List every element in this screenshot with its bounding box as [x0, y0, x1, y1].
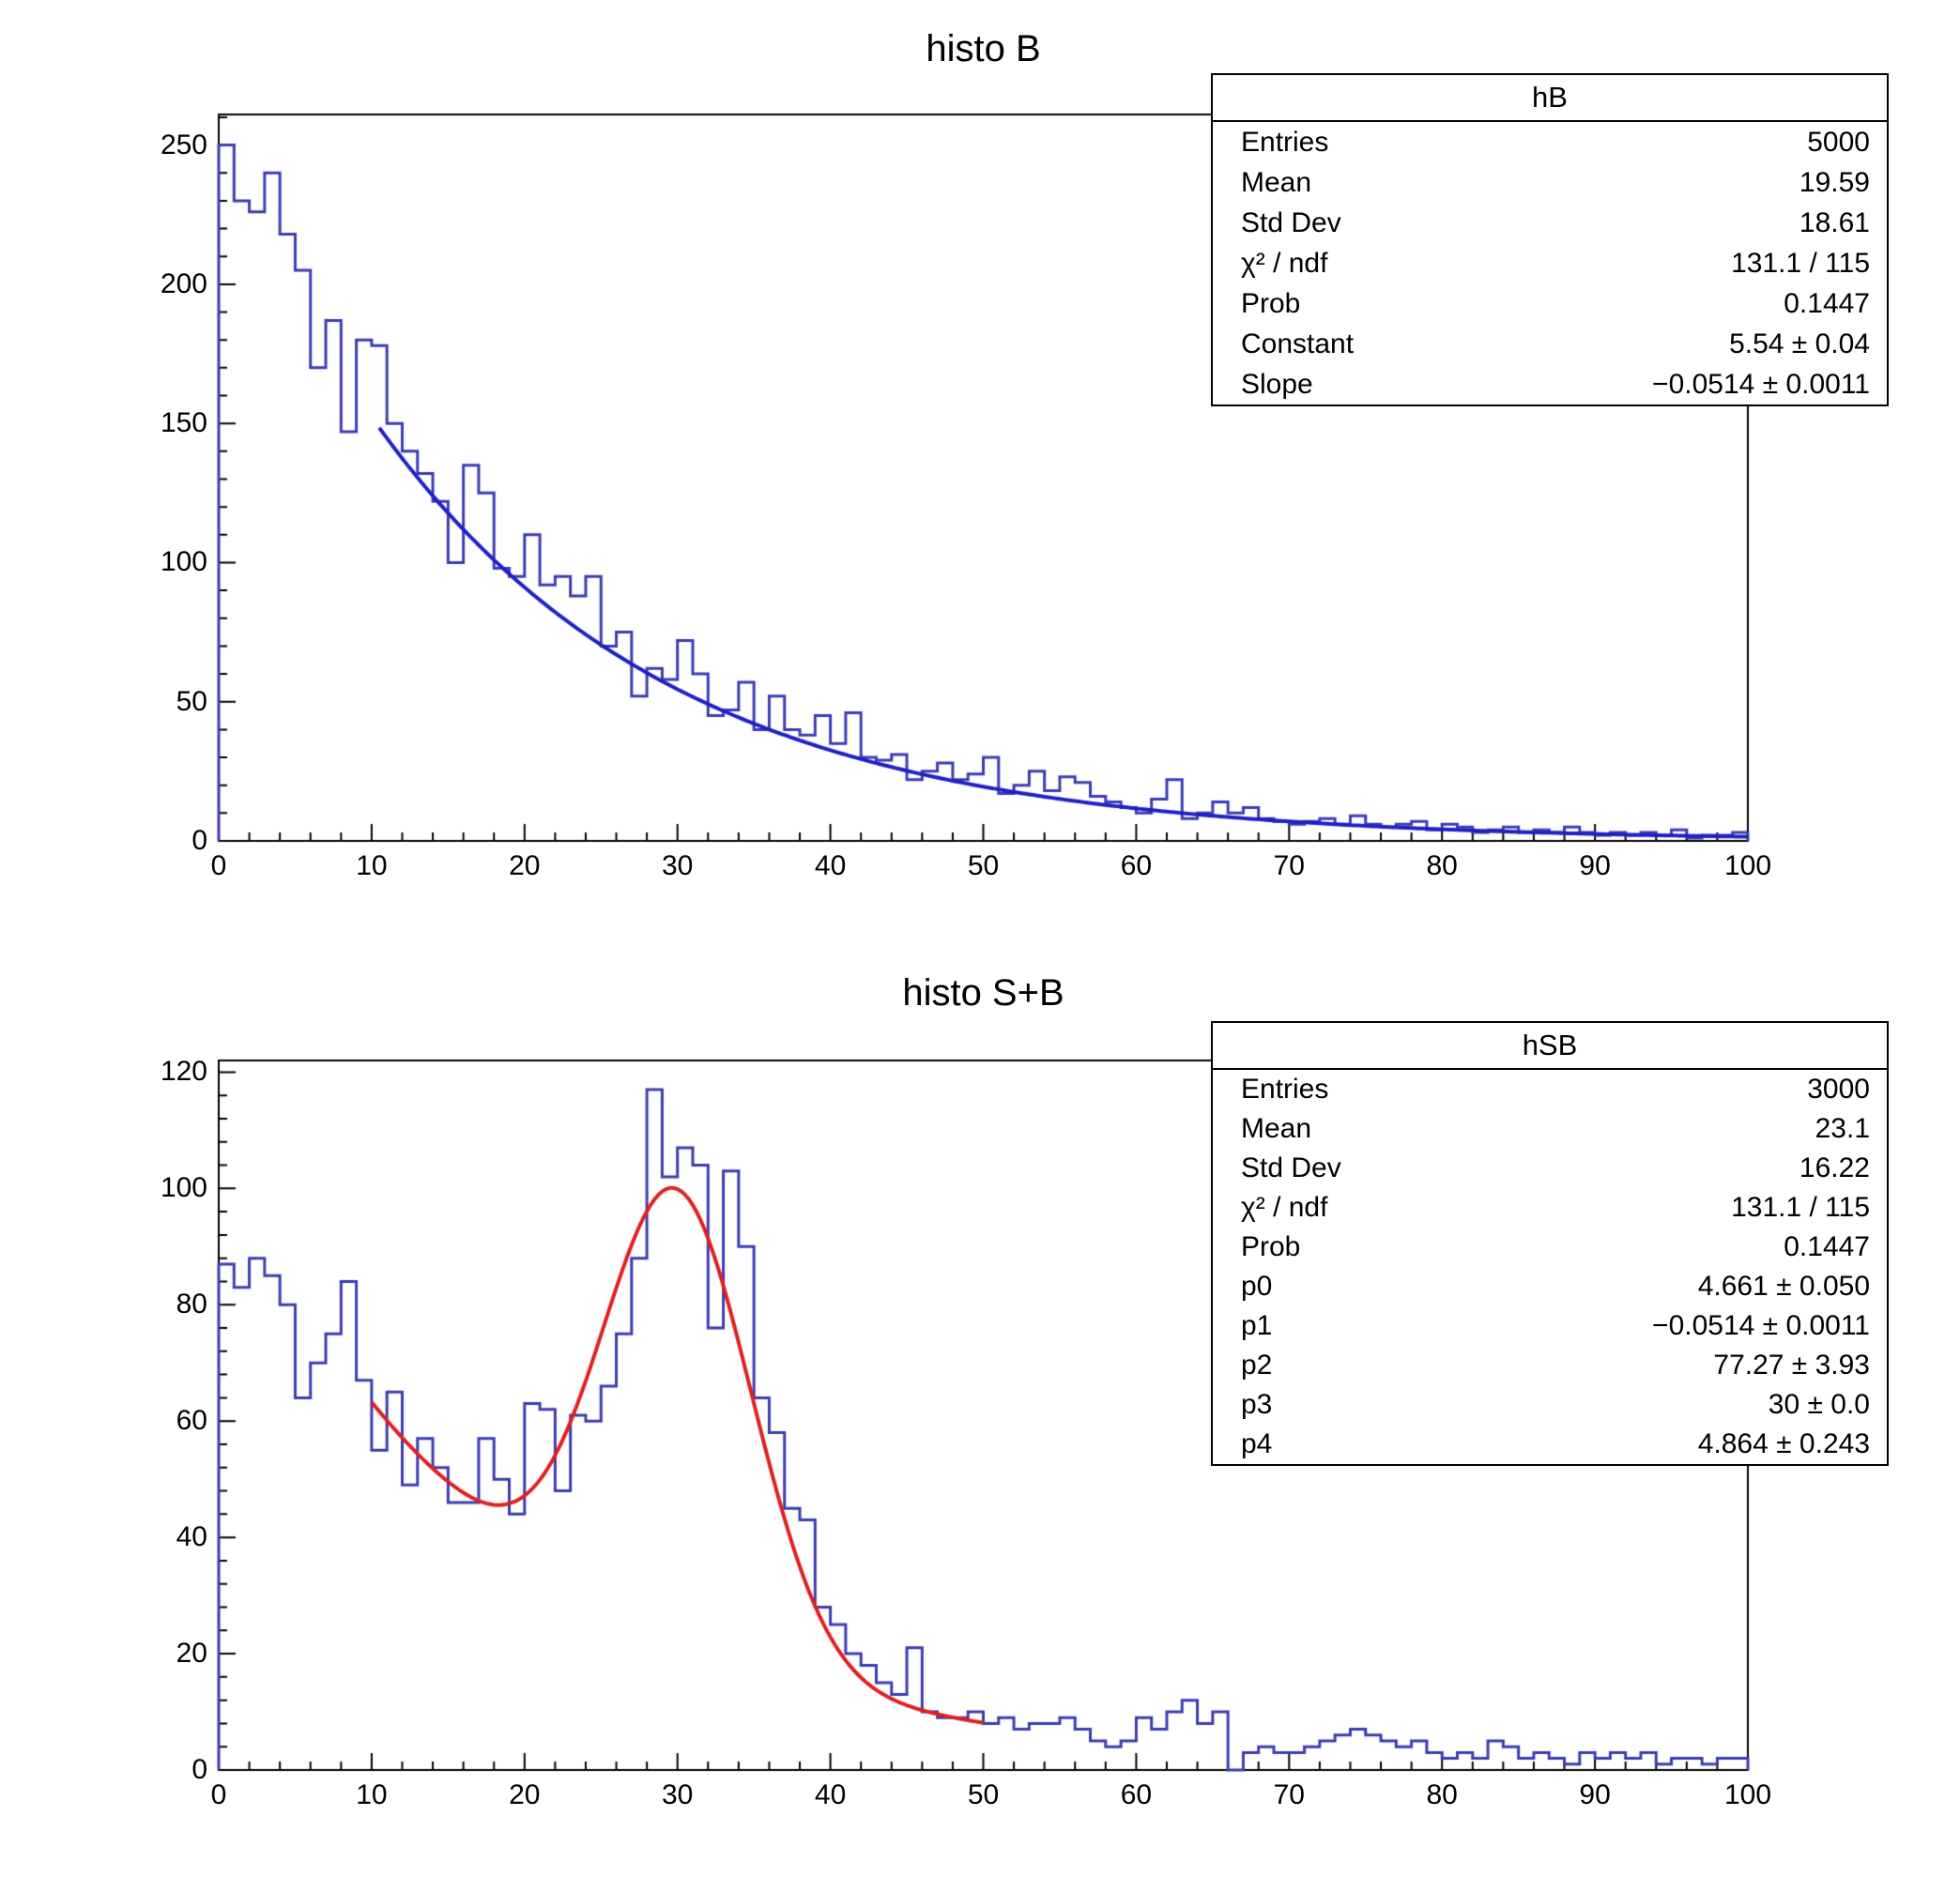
stat-value: 131.1 / 115 [1731, 247, 1870, 279]
stats-rows: Entries 5000 Mean 19.59 Std Dev 18.61 χ² / ndf… [1213, 122, 1887, 404]
stat-label: Prob [1241, 1231, 1301, 1262]
stats-box-title: hB [1213, 75, 1887, 122]
y-axis-tick-label: 60 [176, 1405, 207, 1437]
x-axis-tick-label: 100 [1723, 1779, 1772, 1810]
x-axis-tick-label: 60 [1120, 1779, 1153, 1810]
x-axis-tick-label: 0 [210, 850, 227, 881]
stats-row: Mean 23.1 [1213, 1109, 1887, 1149]
stat-label: Prob [1241, 287, 1301, 319]
stat-label: Std Dev [1241, 1152, 1341, 1183]
stat-label: p1 [1241, 1310, 1273, 1341]
stat-label: Mean [1241, 166, 1312, 198]
stats-row: Std Dev 18.61 [1213, 203, 1887, 243]
stat-value: 19.59 [1799, 166, 1870, 198]
stat-value: 30 ± 0.0 [1768, 1389, 1870, 1420]
stat-label: χ² / ndf [1241, 247, 1328, 279]
stat-value: −0.0514 ± 0.0011 [1652, 368, 1870, 400]
stat-label: p0 [1241, 1271, 1273, 1302]
x-axis-tick-label: 50 [967, 850, 1000, 881]
x-axis-tick-label: 90 [1579, 1779, 1611, 1810]
stats-rows: Entries 3000 Mean 23.1 Std Dev 16.22 χ² / ndf 1… [1213, 1070, 1887, 1464]
stats-row: p1 −0.0514 ± 0.0011 [1213, 1306, 1887, 1346]
x-axis-tick-label: 40 [814, 1779, 847, 1810]
x-axis-tick-label: 50 [967, 1779, 1000, 1810]
stat-label: Slope [1241, 368, 1313, 400]
stats-box-hSB: hSB Entries 3000 Mean 23.1 Std Dev 16.22 χ² / … [1211, 1021, 1889, 1466]
stat-label: Std Dev [1241, 206, 1341, 238]
y-axis-tick-label: 0 [191, 1754, 207, 1785]
y-axis-tick-label: 40 [176, 1521, 207, 1553]
stat-label: Entries [1241, 1074, 1329, 1105]
stat-value: 131.1 / 115 [1731, 1192, 1870, 1223]
x-axis-tick-label: 0 [210, 1779, 227, 1810]
stat-value: 23.1 [1815, 1113, 1870, 1144]
stat-value: 4.864 ± 0.243 [1697, 1428, 1870, 1459]
stat-label: χ² / ndf [1241, 1192, 1328, 1223]
stats-row: χ² / ndf 131.1 / 115 [1213, 243, 1887, 283]
x-axis-tick-label: 80 [1426, 850, 1458, 881]
y-axis-tick-label: 50 [176, 685, 207, 717]
x-axis-tick-label: 90 [1579, 850, 1611, 881]
stat-value: 5000 [1807, 126, 1870, 158]
y-axis-tick-label: 80 [176, 1289, 207, 1320]
stats-row: Constant 5.54 ± 0.04 [1213, 324, 1887, 364]
stat-value: 5.54 ± 0.04 [1729, 328, 1870, 359]
x-axis-tick-label: 10 [356, 1779, 388, 1810]
stats-row: Std Dev 16.22 [1213, 1149, 1887, 1188]
x-axis-tick-label: 40 [814, 850, 847, 881]
stat-value: 0.1447 [1784, 287, 1870, 319]
top-chart-title: histo B [926, 28, 1041, 69]
stats-row: p3 30 ± 0.0 [1213, 1385, 1887, 1425]
y-axis-tick-label: 0 [191, 825, 207, 856]
y-axis-tick-label: 200 [160, 267, 207, 299]
stat-value: 3000 [1807, 1074, 1870, 1105]
stats-row: Entries 5000 [1213, 122, 1887, 162]
x-axis-tick-label: 30 [662, 1779, 694, 1810]
stats-row: p4 4.864 ± 0.243 [1213, 1425, 1887, 1464]
stats-box-title: hSB [1213, 1023, 1887, 1070]
y-axis-tick-label: 250 [160, 129, 207, 160]
stat-label: p2 [1241, 1350, 1273, 1381]
x-axis-tick-label: 70 [1273, 1779, 1305, 1810]
x-axis-tick-label: 80 [1426, 1779, 1458, 1810]
stats-row: Prob 0.1447 [1213, 1228, 1887, 1267]
stats-row: Entries 3000 [1213, 1070, 1887, 1109]
stat-label: Constant [1241, 328, 1355, 359]
x-axis-tick-label: 30 [662, 850, 694, 881]
y-axis-tick-label: 20 [176, 1638, 207, 1670]
stat-value: 18.61 [1799, 206, 1870, 238]
y-axis-tick-label: 150 [160, 407, 207, 439]
stat-value: 0.1447 [1784, 1231, 1870, 1262]
stat-label: Mean [1241, 1113, 1312, 1144]
y-axis-tick-label: 120 [160, 1056, 207, 1088]
x-axis-tick-label: 20 [509, 1779, 541, 1810]
x-axis-tick-label: 70 [1273, 850, 1305, 881]
stat-value: 77.27 ± 3.93 [1713, 1350, 1870, 1381]
stat-value: −0.0514 ± 0.0011 [1652, 1310, 1870, 1341]
stat-label: p4 [1241, 1428, 1273, 1459]
stats-row: p0 4.661 ± 0.050 [1213, 1267, 1887, 1306]
bottom-chart-title: histo S+B [902, 972, 1064, 1014]
stats-row: p2 77.27 ± 3.93 [1213, 1346, 1887, 1385]
stat-value: 4.661 ± 0.050 [1697, 1271, 1870, 1302]
stats-box-hB: hB Entries 5000 Mean 19.59 Std Dev 18.61 χ² / … [1211, 73, 1889, 406]
stat-label: Entries [1241, 126, 1329, 158]
x-axis-tick-label: 100 [1723, 850, 1772, 881]
stats-row: Mean 19.59 [1213, 162, 1887, 203]
stats-row: Prob 0.1447 [1213, 283, 1887, 324]
y-axis-tick-label: 100 [160, 546, 207, 578]
y-axis-tick-label: 100 [160, 1172, 207, 1204]
stats-row: χ² / ndf 131.1 / 115 [1213, 1188, 1887, 1228]
stats-row: Slope −0.0514 ± 0.0011 [1213, 364, 1887, 404]
x-axis-tick-label: 60 [1120, 850, 1153, 881]
stat-value: 16.22 [1799, 1152, 1870, 1183]
x-axis-tick-label: 10 [356, 850, 388, 881]
x-axis-tick-label: 20 [509, 850, 541, 881]
stat-label: p3 [1241, 1389, 1273, 1420]
